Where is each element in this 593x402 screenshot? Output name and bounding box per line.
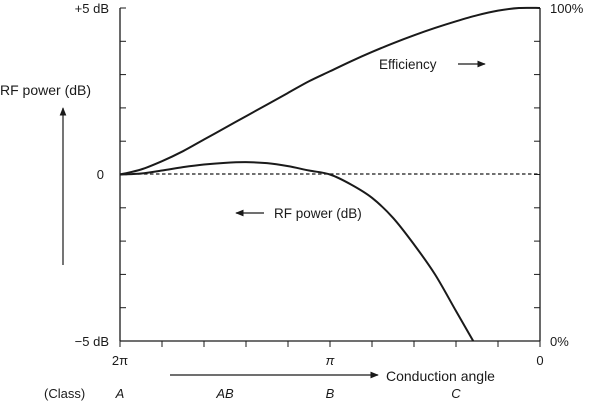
right-tick-label-bottom: 0%	[550, 334, 569, 349]
class-label: A	[115, 386, 125, 401]
x-tick-label-zero: 0	[536, 353, 543, 368]
class-row-heading: (Class)	[44, 386, 85, 401]
x-tick-label-pi: π	[326, 353, 335, 368]
x-tick-label-2pi: 2π	[112, 353, 128, 368]
left-tick-label-zero: 0	[97, 167, 104, 182]
axis-ticks-layer	[119, 7, 541, 347]
class-label: C	[451, 386, 461, 401]
rf-power-series-line	[119, 161, 475, 342]
efficiency-annotation: Efficiency	[379, 57, 437, 72]
x-axis-title: Conduction angle	[386, 368, 495, 384]
left-tick-label-bottom: −5 dB	[75, 334, 109, 349]
class-label: AB	[215, 386, 234, 401]
left-tick-label-top: +5 dB	[75, 1, 109, 16]
left-axis-title: RF power (dB)	[0, 82, 91, 98]
efficiency-series-line	[119, 6, 541, 176]
class-label: B	[326, 386, 335, 401]
right-tick-label-top: 100%	[550, 1, 584, 16]
class-labels: A AB B C	[115, 386, 462, 401]
rf-power-annotation: RF power (dB)	[274, 206, 362, 221]
